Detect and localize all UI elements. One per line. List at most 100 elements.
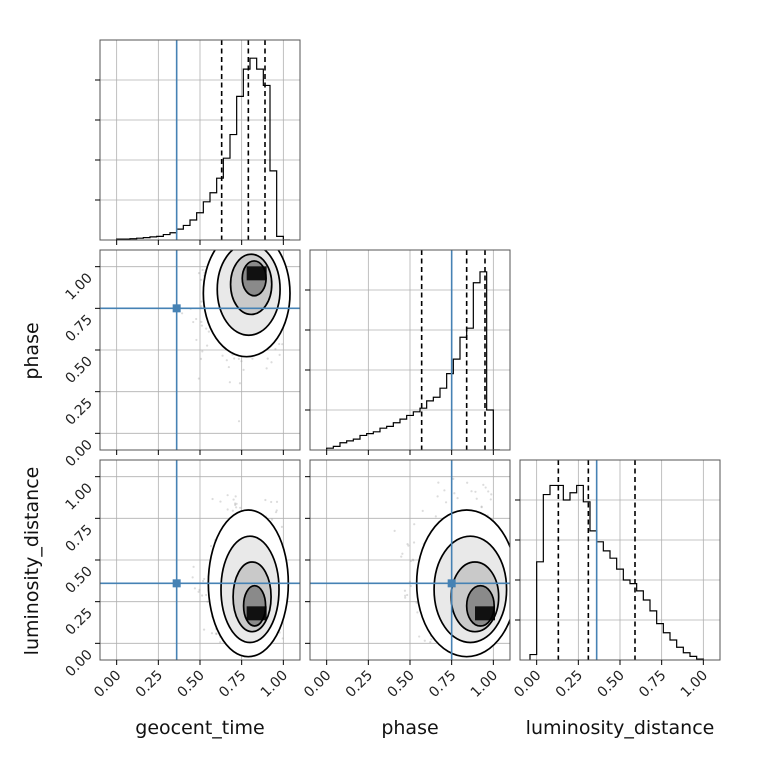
sample-point	[484, 486, 487, 489]
sample-point	[482, 483, 485, 486]
sample-point	[225, 359, 228, 362]
x-tick-label: 1.00	[468, 668, 501, 701]
x-tick-label: 0.75	[426, 668, 459, 701]
sample-point	[231, 509, 234, 512]
sample-point	[242, 368, 245, 371]
sample-point	[437, 481, 440, 484]
sample-point	[191, 576, 194, 579]
density-contour	[232, 561, 272, 633]
density-panel-geocent_time-vs-luminosity_distance	[99, 459, 301, 661]
sample-point	[192, 320, 195, 324]
density-peak	[475, 606, 495, 621]
sample-point	[239, 506, 242, 509]
histogram-steps	[116, 57, 290, 240]
sample-point	[281, 637, 284, 640]
sample-point	[200, 324, 204, 327]
sample-point	[192, 565, 195, 568]
sample-point	[228, 381, 231, 384]
sample-point	[233, 357, 236, 360]
density-panel-phase-vs-luminosity_distance	[309, 459, 511, 661]
x-tick-label: 0.00	[91, 668, 124, 701]
y-tick-label: 1.00	[62, 270, 95, 303]
sample-point	[201, 594, 204, 597]
sample-point	[490, 493, 493, 496]
sample-point	[180, 312, 184, 315]
sample-point	[436, 495, 439, 498]
sample-point	[211, 497, 214, 501]
sample-point	[393, 529, 396, 532]
y-ticks-luminosity_distance	[515, 499, 520, 621]
x-ticks-geocent_time	[116, 240, 284, 245]
x-tick-label: 0.25	[553, 668, 586, 701]
y-tick-label: 0.00	[62, 647, 95, 680]
sample-point	[480, 505, 483, 508]
sample-point	[238, 382, 242, 385]
density-contour	[216, 250, 281, 337]
sample-point	[200, 320, 203, 324]
sample-point	[409, 584, 412, 588]
sample-point	[466, 481, 469, 484]
sample-point	[429, 641, 432, 644]
sample-point	[206, 600, 209, 603]
x-tick-label: 0.25	[133, 668, 166, 701]
sample-point	[195, 317, 198, 321]
sample-point	[270, 518, 274, 521]
sample-point	[416, 611, 419, 614]
x-tick-label: 0.00	[301, 668, 334, 701]
histogram-panel-phase	[305, 249, 511, 451]
sample-point	[278, 342, 281, 346]
x-ticks-phase	[326, 450, 494, 455]
sample-point	[409, 559, 413, 563]
y-ticks-phase	[305, 289, 310, 411]
sample-point	[404, 596, 407, 599]
sample-point	[251, 357, 254, 360]
x-tick-label: 0.75	[216, 668, 249, 701]
sample-point	[232, 498, 235, 501]
sample-point	[197, 271, 201, 275]
x-ticks-geocent_time: 0.00 0.25 0.50 0.75 1.00	[91, 660, 291, 701]
y-ticks-luminosity_distance: 0.00 0.25 0.50 0.75 1.00	[62, 476, 100, 680]
sample-point	[237, 357, 240, 361]
y-ticks-luminosity_distance	[305, 476, 310, 644]
sample-point	[235, 506, 238, 509]
y-tick-label: 0.25	[62, 395, 95, 428]
x-tick-label: 0.00	[511, 668, 544, 701]
sample-point	[407, 544, 410, 547]
sample-point	[274, 511, 278, 514]
sample-point	[200, 305, 203, 308]
x-tick-label: 0.50	[174, 668, 207, 701]
sample-point	[411, 558, 414, 561]
sample-point	[227, 365, 230, 369]
sample-point	[406, 542, 409, 546]
sample-point	[281, 343, 284, 346]
sample-point	[200, 300, 203, 303]
y-tick-label: 1.00	[62, 480, 95, 513]
sample-point	[207, 330, 210, 333]
sample-point	[489, 498, 492, 501]
sample-point	[266, 357, 269, 360]
y-tick-label: 0.50	[62, 354, 95, 387]
sample-point	[452, 477, 455, 480]
density-peak	[246, 266, 267, 281]
y-ticks-geocent_time	[95, 79, 100, 201]
sample-point	[203, 577, 206, 581]
sample-point	[443, 489, 446, 492]
sample-point	[404, 594, 407, 597]
sample-point	[475, 497, 478, 500]
density-contour	[229, 253, 273, 316]
histogram-steps	[529, 484, 704, 660]
ylabel-phase: phase	[21, 322, 43, 379]
x-ticks-luminosity_distance: 0.00 0.25 0.50 0.75 1.00	[511, 660, 711, 701]
sample-point	[470, 490, 473, 493]
x-tick-label: 1.00	[678, 668, 711, 701]
y-tick-label: 0.00	[62, 437, 95, 470]
sample-point	[195, 338, 198, 342]
density-contour	[202, 250, 291, 358]
sample-point	[221, 354, 224, 357]
sample-point	[197, 377, 200, 380]
sample-point	[456, 497, 459, 500]
truth-marker	[172, 579, 181, 588]
sample-point	[278, 353, 281, 357]
sample-point	[400, 555, 403, 558]
